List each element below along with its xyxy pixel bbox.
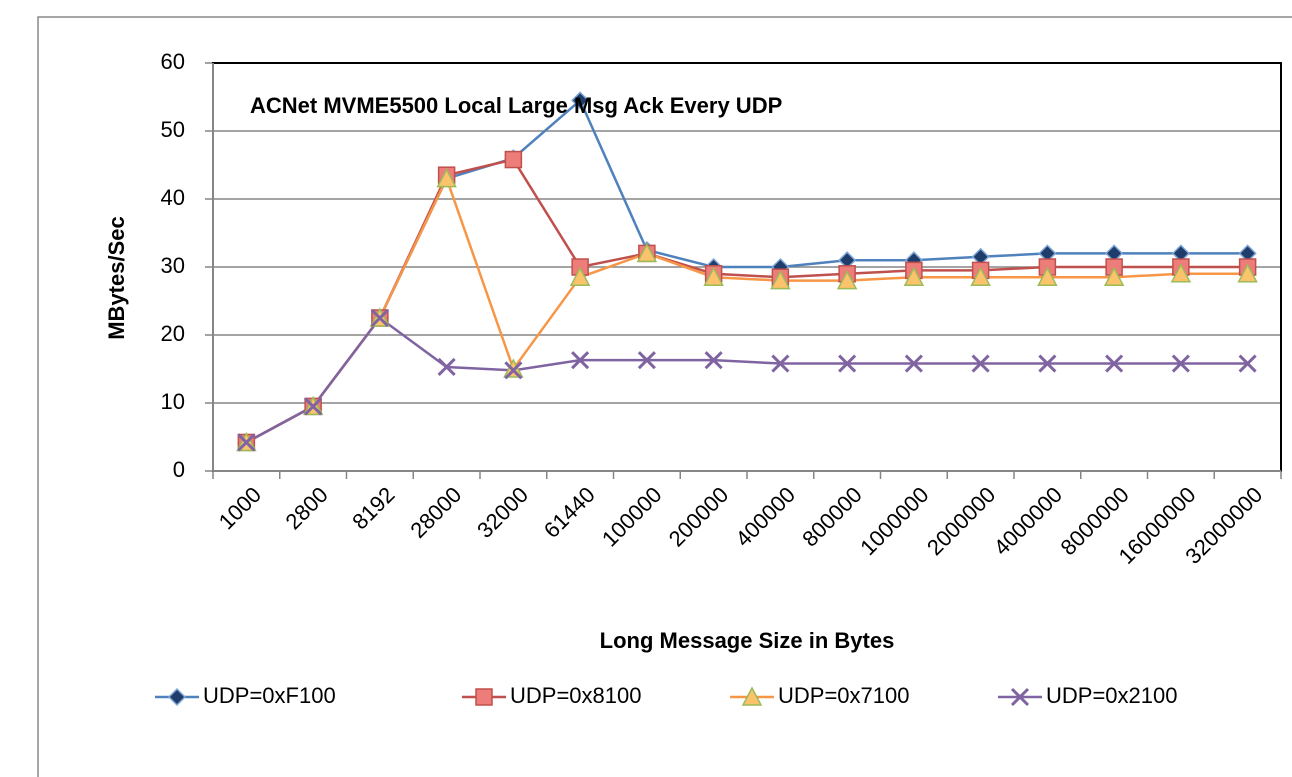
marker xyxy=(571,351,590,370)
marker xyxy=(741,686,763,706)
y-tick-label: 50 xyxy=(161,117,185,142)
legend-label: UDP=0xF100 xyxy=(203,683,336,708)
y-tick-label: 30 xyxy=(161,253,185,278)
marker xyxy=(1171,354,1190,373)
marker xyxy=(1103,266,1125,286)
marker xyxy=(304,397,323,416)
marker xyxy=(971,354,990,373)
marker xyxy=(571,91,590,110)
marker xyxy=(504,361,523,380)
marker xyxy=(838,354,857,373)
legend-label: UDP=0x7100 xyxy=(778,683,909,708)
marker xyxy=(1105,354,1124,373)
marker xyxy=(569,266,591,286)
marker xyxy=(167,687,187,707)
marker xyxy=(637,351,656,370)
series-line xyxy=(245,175,1248,444)
marker xyxy=(504,150,523,169)
marker xyxy=(970,266,991,286)
marker xyxy=(1238,354,1257,373)
marker xyxy=(636,242,658,263)
marker xyxy=(770,269,791,290)
chart-border xyxy=(37,16,1292,777)
marker xyxy=(1037,266,1058,286)
legend-label: UDP=0x2100 xyxy=(1046,683,1177,708)
marker xyxy=(703,266,724,286)
marker xyxy=(903,266,925,286)
marker xyxy=(370,308,389,328)
marker xyxy=(704,351,723,370)
chart-title: ACNet MVME5500 Local Large Msg Ack Every… xyxy=(250,93,782,118)
marker xyxy=(771,354,790,373)
marker xyxy=(1038,354,1057,373)
marker xyxy=(475,688,493,706)
marker xyxy=(437,357,456,377)
marker xyxy=(904,354,923,373)
y-tick-label: 10 xyxy=(161,389,185,414)
marker xyxy=(1170,263,1192,283)
series-line xyxy=(245,316,1248,444)
marker xyxy=(1237,263,1258,283)
marker xyxy=(436,167,457,188)
x-axis-label: Long Message Size in Bytes xyxy=(600,628,895,653)
y-tick-label: 20 xyxy=(161,321,185,346)
y-tick-label: 40 xyxy=(161,185,185,210)
y-tick-label: 0 xyxy=(173,457,185,482)
marker xyxy=(237,433,256,452)
marker xyxy=(836,269,858,290)
y-tick-label: 60 xyxy=(161,49,185,74)
y-axis-label: MBytes/Sec xyxy=(104,216,129,340)
marker xyxy=(1010,687,1030,707)
legend-label: UDP=0x8100 xyxy=(510,683,641,708)
